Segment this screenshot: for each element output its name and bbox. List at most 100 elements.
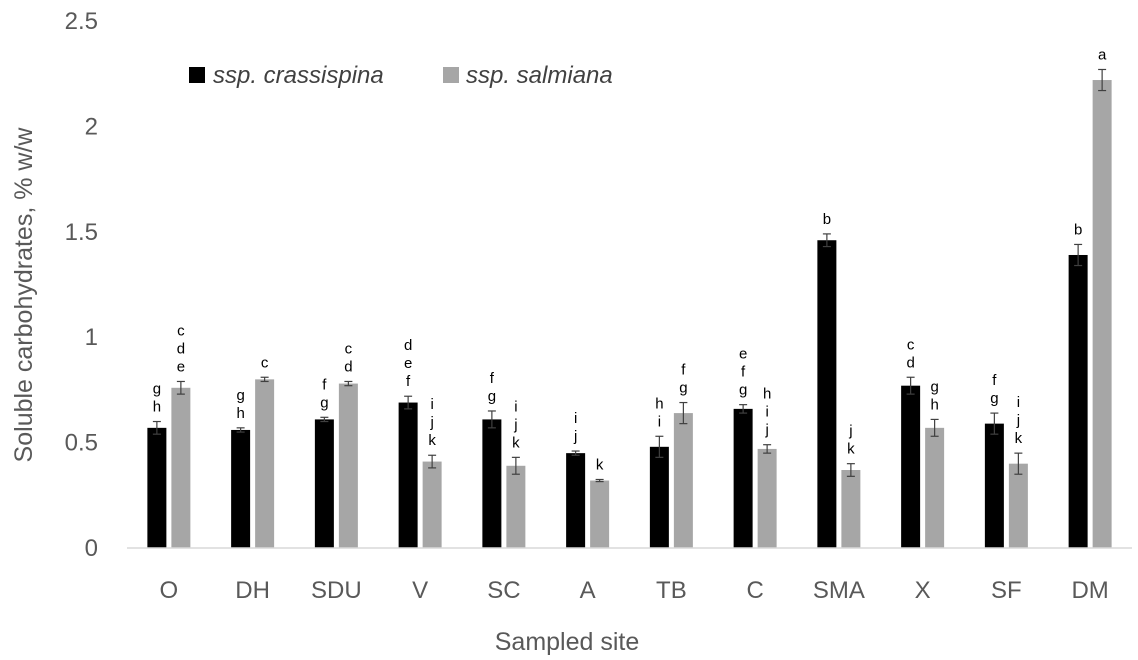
bar-crassispina	[984, 423, 1004, 548]
significance-letter: h	[236, 405, 244, 422]
significance-letter: d	[177, 340, 185, 357]
x-tick-label: SF	[991, 577, 1022, 604]
bar-salmiana	[757, 448, 777, 548]
bar-salmiana	[673, 413, 693, 548]
significance-letter: k	[428, 432, 436, 449]
bar-salmiana	[841, 470, 861, 548]
bar-salmiana	[255, 379, 275, 548]
y-axis-ticks: 0 0.5 1 1.5 2 2.5	[65, 8, 98, 562]
x-tick-label: V	[412, 577, 428, 604]
x-axis-title: Sampled site	[495, 628, 640, 656]
significance-letter: g	[236, 387, 244, 404]
significance-letter: a	[1098, 46, 1107, 63]
significance-letter: h	[930, 396, 938, 413]
bar-crassispina	[649, 446, 669, 548]
significance-letter: i	[658, 413, 661, 430]
significance-letter: f	[406, 373, 411, 390]
significance-letter: c	[177, 322, 185, 339]
bar-salmiana	[590, 480, 610, 548]
x-tick-label: SDU	[311, 577, 362, 604]
x-tick-label: TB	[656, 577, 687, 604]
significance-letter: f	[681, 362, 686, 379]
x-tick-label: SC	[487, 577, 520, 604]
significance-letter: f	[992, 372, 997, 389]
significance-letter: c	[345, 340, 353, 357]
legend-swatch-salmiana	[443, 67, 459, 83]
significance-letter: c	[907, 336, 915, 353]
significance-letter: j	[848, 423, 852, 440]
significance-letter: j	[1016, 412, 1020, 429]
x-tick-label: SMA	[813, 577, 865, 604]
significance-letter: k	[596, 456, 604, 473]
significance-letter: j	[513, 416, 517, 433]
bar-salmiana	[1092, 80, 1112, 549]
x-tick-label: DM	[1071, 577, 1108, 604]
significance-letter: e	[177, 358, 185, 375]
bar-crassispina	[398, 402, 418, 548]
x-tick-label: C	[746, 577, 763, 604]
significance-letter: d	[344, 358, 352, 375]
x-tick-label: X	[915, 577, 931, 604]
significance-letter: f	[741, 364, 746, 381]
significance-letter: g	[930, 378, 938, 395]
bar-salmiana	[422, 461, 442, 548]
legend: ssp. crassispina ssp. salmiana	[189, 62, 613, 89]
significance-letter: g	[739, 382, 747, 399]
significance-letter: k	[847, 441, 855, 458]
y-tick-label: 0.5	[65, 430, 98, 457]
significance-letter: i	[574, 410, 577, 427]
significance-letter: d	[906, 354, 914, 371]
significance-letter: j	[573, 428, 577, 445]
bar-crassispina	[566, 453, 586, 548]
bar-crassispina	[733, 408, 753, 548]
significance-letter: i	[765, 404, 768, 421]
significance-letter: i	[1017, 394, 1020, 411]
y-tick-label: 0	[85, 535, 98, 562]
significance-letter: c	[261, 354, 269, 371]
y-axis-title: Soluble carbohydrates, % w/w	[10, 127, 38, 463]
significance-letter: e	[739, 346, 747, 363]
bar-salmiana	[171, 387, 191, 548]
significance-letter: i	[430, 396, 433, 413]
y-tick-label: 2	[85, 113, 98, 140]
significance-letter: g	[153, 381, 161, 398]
y-tick-label: 1	[85, 324, 98, 351]
bar-crassispina	[482, 419, 502, 548]
significance-letter: h	[763, 386, 771, 403]
significance-letter: g	[320, 394, 328, 411]
x-tick-label: O	[160, 577, 179, 604]
bar-salmiana	[925, 427, 945, 548]
significance-letter: g	[679, 380, 687, 397]
significance-letter: j	[429, 414, 433, 431]
legend-label-salmiana: ssp. salmiana	[466, 62, 613, 89]
significance-letter: k	[1015, 430, 1023, 447]
significance-letter: b	[823, 211, 831, 228]
bar-crassispina	[817, 240, 837, 548]
bar-crassispina	[147, 427, 167, 548]
bar-salmiana	[338, 383, 358, 548]
y-tick-label: 2.5	[65, 8, 98, 35]
x-axis-ticks: O DH SDU V SC A TB C SMA X SF DM	[160, 577, 1109, 604]
significance-letter: f	[322, 376, 327, 393]
bar-salmiana	[506, 465, 526, 548]
bar-crassispina	[231, 429, 251, 548]
significance-letter: j	[764, 422, 768, 439]
significance-letter: i	[514, 398, 517, 415]
bar-crassispina	[901, 385, 921, 548]
significance-letter: k	[512, 434, 520, 451]
significance-letter: h	[153, 399, 161, 416]
x-tick-label: DH	[235, 577, 270, 604]
significance-letter: e	[404, 355, 412, 372]
significance-letter: b	[1074, 221, 1082, 238]
significance-letter: g	[488, 388, 496, 405]
legend-label-crassispina: ssp. crassispina	[213, 62, 384, 89]
bar-crassispina	[1068, 254, 1088, 548]
legend-swatch-crassispina	[189, 67, 205, 83]
significance-letter: h	[655, 395, 663, 412]
significance-letter: f	[490, 370, 495, 387]
y-tick-label: 1.5	[65, 219, 98, 246]
significance-letter: d	[404, 337, 412, 354]
bar-crassispina	[314, 419, 334, 548]
